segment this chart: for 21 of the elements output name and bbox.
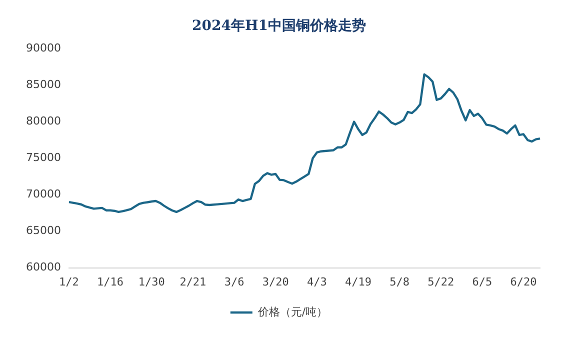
legend-label: 价格（元/吨） (256, 305, 328, 318)
y-tick-label: 60000 (26, 260, 61, 274)
y-tick-label: 75000 (26, 151, 61, 164)
x-tick-label: 3/6 (224, 275, 244, 288)
x-tick-label: 1/16 (97, 275, 124, 288)
x-tick-label: 5/22 (428, 275, 454, 288)
y-tick-label: 65000 (26, 224, 61, 238)
x-tick-label: 2/21 (180, 275, 206, 288)
x-tick-label: 1/30 (138, 275, 165, 288)
x-tick-label: 1/2 (59, 275, 79, 288)
y-tick-label: 85000 (26, 78, 61, 92)
y-tick-label: 80000 (26, 114, 61, 128)
y-tick-label: 70000 (26, 188, 61, 201)
x-tick-label: 3/20 (262, 275, 289, 288)
x-tick-label: 4/3 (306, 275, 327, 288)
chart-title: 2024年H1中国铜价格走势 (192, 18, 366, 34)
x-tick-label: 5/8 (390, 275, 410, 288)
x-tick-label: 6/20 (510, 275, 537, 288)
y-tick-label: 90000 (26, 42, 61, 55)
x-tick-label: 6/5 (472, 275, 492, 288)
x-tick-label: 4/19 (344, 275, 372, 288)
